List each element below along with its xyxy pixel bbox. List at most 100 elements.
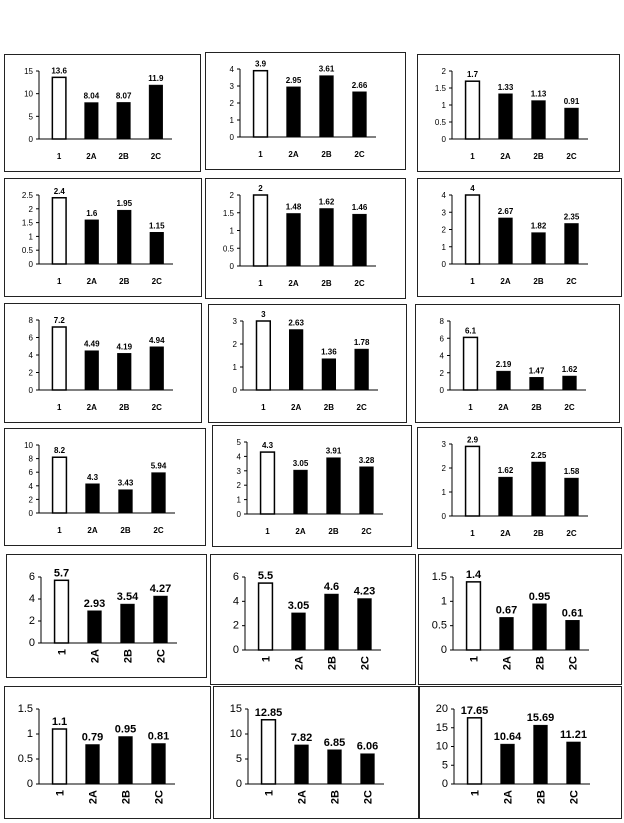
data-label: 1.6 [86,209,98,218]
bar-2C [352,213,367,267]
y-tick-label: 0 [442,135,447,144]
category-label: 2B [535,656,547,670]
category-label: 2B [321,279,331,288]
data-label: 2.19 [496,360,512,369]
chart-panel-13: 0 2 4 6 5.7 1 2.93 2A 3.54 2B 4.27 2C [6,554,207,678]
data-label: 4.23 [354,586,375,598]
bar-chart: 0 1 2 3 2.9 1 1.62 2A 2.25 2B 1.58 2C [442,435,588,538]
chart-panel-2: 0 1 2 3 4 3.9 1 2.95 2A 3.61 2B 2.66 2C [205,52,406,170]
bar-chart: 0 1 2 3 4 3.9 1 2.95 2A 3.61 2B 2.66 2C [230,60,376,159]
y-tick-label: 1 [441,595,447,607]
category-label: 1 [469,656,481,662]
y-tick-label: 0.5 [435,118,447,127]
data-label: 1.95 [116,199,132,208]
bar-chart: 0 0.5 1 1.5 2 1.7 1 1.33 2A 1.13 2B 0.91 2C [435,67,588,161]
bar-2A [496,370,511,391]
y-tick-label: 2 [29,369,34,378]
bar-2C [148,84,163,140]
category-label: 1 [468,403,473,412]
y-tick-label: 3 [230,82,235,91]
data-label: 1.33 [498,83,514,92]
y-tick-label: 3 [442,440,447,449]
category-label: 1 [57,403,62,412]
data-label: 1.13 [531,90,547,99]
bar-2A [84,102,99,140]
data-label: 10.64 [494,731,522,743]
bar-2B [531,100,546,140]
data-label: 0.81 [148,731,169,743]
bar-2C [354,348,369,391]
y-tick-label: 5 [236,753,242,765]
y-tick-label: 8 [29,455,34,464]
data-label: 2.93 [84,598,105,610]
data-label: 3.05 [288,600,309,612]
y-tick-label: 6 [233,571,239,583]
data-label: 6.06 [357,741,378,753]
y-tick-label: 2 [230,191,235,200]
y-tick-label: 5 [29,112,34,121]
bar-2A [498,93,513,140]
chart-panel-8: 0 1 2 3 3 1 2.63 2A 1.36 2B 1.78 2C [208,304,407,423]
y-tick-label: 2 [29,205,34,214]
y-tick-label: 4 [29,593,35,605]
category-label: 2A [86,152,96,161]
category-label: 2A [294,656,306,670]
y-tick-label: 4 [233,595,239,607]
y-tick-label: 10 [230,728,242,740]
data-label: 2.63 [288,319,304,328]
y-tick-label: 1 [237,496,242,505]
data-label: 1.47 [529,366,545,375]
bar-2B [531,461,546,517]
data-label: 0.95 [115,724,136,736]
y-tick-label: 0 [29,637,35,649]
category-label: 1 [470,790,482,796]
bar-2B [319,208,334,267]
data-label: 1.82 [531,222,547,231]
data-label: 4.94 [149,336,165,345]
data-label: 0.91 [564,97,580,106]
bar-2A [500,743,515,785]
category-label: 2A [498,403,508,412]
bar-2B [324,593,339,651]
data-label: 4.19 [116,342,132,351]
bar-1 [51,326,67,391]
y-tick-label: 6 [29,334,34,343]
chart-panel-11: 0 1 2 3 4 5 4.3 1 3.05 2A 3.91 2B 3.28 2C [212,425,412,547]
y-tick-label: 6 [29,468,34,477]
y-tick-label: 0.5 [223,244,235,253]
category-label: 2C [363,790,375,804]
category-label: 2B [120,526,130,535]
category-label: 1 [265,527,270,536]
category-label: 2B [123,649,135,663]
bar-1 [51,197,67,265]
y-tick-label: 3 [442,208,447,217]
category-label: 2C [566,529,576,538]
data-label: 11.9 [148,74,164,83]
y-tick-label: 0 [442,512,447,521]
bar-1 [252,194,269,267]
chart-panel-6: 0 1 2 3 4 4 1 2.67 2A 1.82 2B 2.35 2C [417,178,622,297]
y-tick-label: 0 [233,386,238,395]
category-label: 2A [500,277,510,286]
y-tick-label: 0.5 [22,246,34,255]
y-tick-label: 1 [230,227,235,236]
category-label: 2B [324,403,334,412]
data-label: 15.69 [527,712,555,724]
chart-panel-1: 0 5 10 15 13.6 1 8.04 2A 8.07 2B 11.9 2C [4,54,201,172]
bar-2C [564,477,579,517]
data-label: 2.67 [498,207,514,216]
bar-chart: 0 2 4 6 8 6.1 1 2.19 2A 1.47 2B 1.62 2C [440,317,586,412]
chart-panel-3: 0 0.5 1 1.5 2 1.7 1 1.33 2A 1.13 2B 0.91 2C [417,54,620,172]
y-tick-label: 0 [29,509,34,518]
data-label: 3.91 [326,447,342,456]
bar-2B [321,358,337,391]
y-tick-label: 0 [236,778,242,790]
data-label: 3 [261,310,266,319]
bar-2A [286,86,301,138]
y-tick-label: 0 [230,133,235,142]
y-tick-label: 1 [29,232,34,241]
category-label: 2C [151,152,161,161]
data-label: 1.46 [352,203,368,212]
category-label: 2A [500,152,510,161]
bar-2B [533,724,548,785]
